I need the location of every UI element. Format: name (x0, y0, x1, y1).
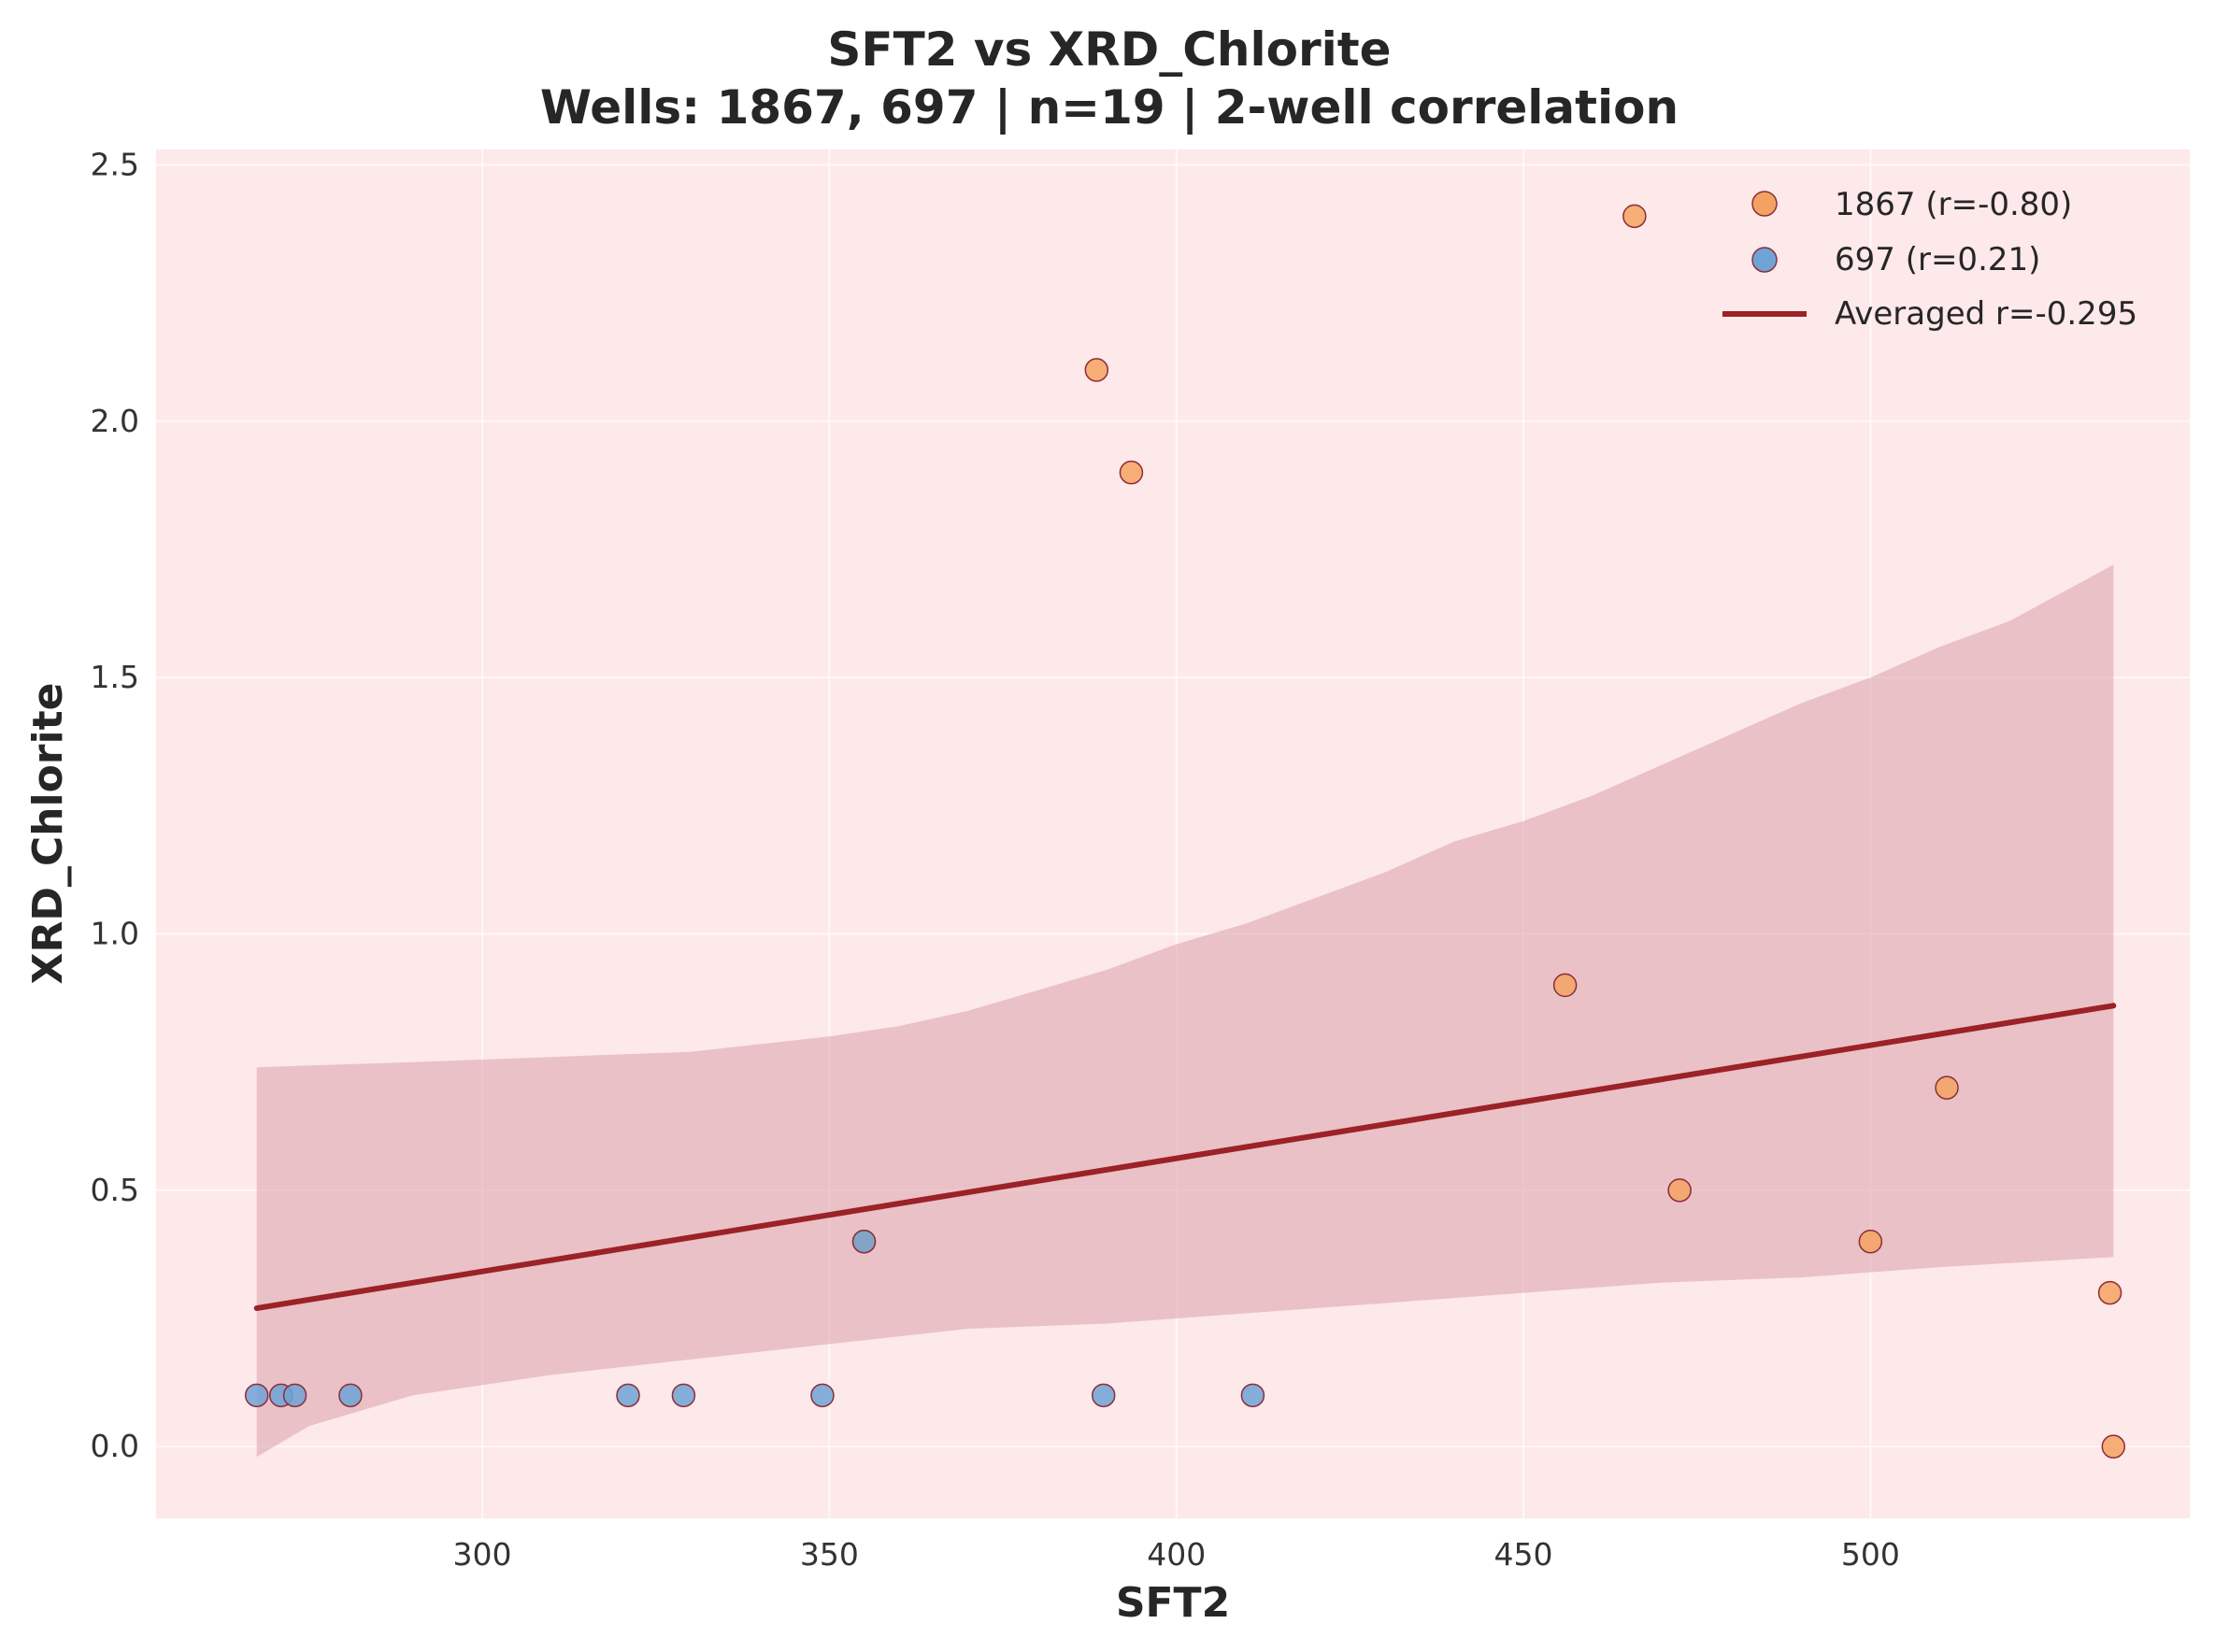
data-point-series-0 (1858, 1229, 1883, 1254)
data-point-series-1 (282, 1383, 307, 1408)
data-point-series-0 (1935, 1075, 1959, 1100)
x-tick-label: 450 (1494, 1536, 1553, 1573)
y-tick-label: 1.5 (91, 659, 139, 695)
legend-label-trend: Averaged r=-0.295 (1835, 295, 2137, 333)
data-point-series-1 (616, 1383, 640, 1408)
x-tick-label: 350 (800, 1536, 859, 1573)
x-tick-label: 400 (1147, 1536, 1206, 1573)
data-point-series-1 (1091, 1383, 1116, 1408)
data-point-series-0 (1667, 1178, 1692, 1203)
data-point-series-1 (810, 1383, 835, 1408)
legend-label-697: 697 (r=0.21) (1835, 241, 2040, 278)
chart-title: SFT2 vs XRD_Chlorite (827, 22, 1391, 77)
grid (156, 150, 2190, 1518)
data-point-series-1 (1240, 1383, 1265, 1408)
data-point-series-0 (1552, 973, 1578, 998)
data-point-series-1 (244, 1383, 269, 1408)
y-tick-label: 2.5 (91, 146, 139, 182)
legend-label-1867: 1867 (r=-0.80) (1835, 186, 2072, 223)
legend-marker-697 (1751, 247, 1778, 273)
y-tick-label: 0.5 (91, 1172, 139, 1208)
trend-line-layer (253, 1003, 2117, 1312)
data-point-series-1 (338, 1383, 363, 1408)
data-point-series-0 (1622, 204, 1647, 229)
data-point-series-0 (1084, 358, 1109, 382)
y-tick-label: 2.0 (91, 403, 139, 439)
legend: 1867 (r=-0.80) 697 (r=0.21) Averaged r=-… (1722, 186, 2137, 333)
data-point-series-0 (1119, 460, 1144, 485)
data-point-series-0 (2101, 1434, 2126, 1459)
x-tick-label: 500 (1841, 1536, 1900, 1573)
legend-marker-1867 (1751, 191, 1778, 217)
data-point-series-1 (671, 1383, 696, 1408)
tick-labels-layer: 300 350 400 450 500 0.0 0.5 1.0 1.5 2.0 2.5 (91, 146, 1900, 1573)
data-point-series-1 (851, 1229, 877, 1254)
scatter-points-layer (244, 204, 2126, 1459)
y-tick-label: 1.0 (91, 915, 139, 951)
x-tick-label: 300 (453, 1536, 512, 1573)
data-point-series-0 (2097, 1280, 2122, 1305)
y-tick-label: 0.0 (91, 1428, 139, 1464)
y-axis-label: XRD_Chlorite (24, 683, 72, 985)
trend-line (253, 1003, 2117, 1312)
x-axis-label: SFT2 (1116, 1579, 1230, 1627)
chart-subtitle: Wells: 1867, 697 | n=19 | 2-well correla… (540, 80, 1679, 135)
